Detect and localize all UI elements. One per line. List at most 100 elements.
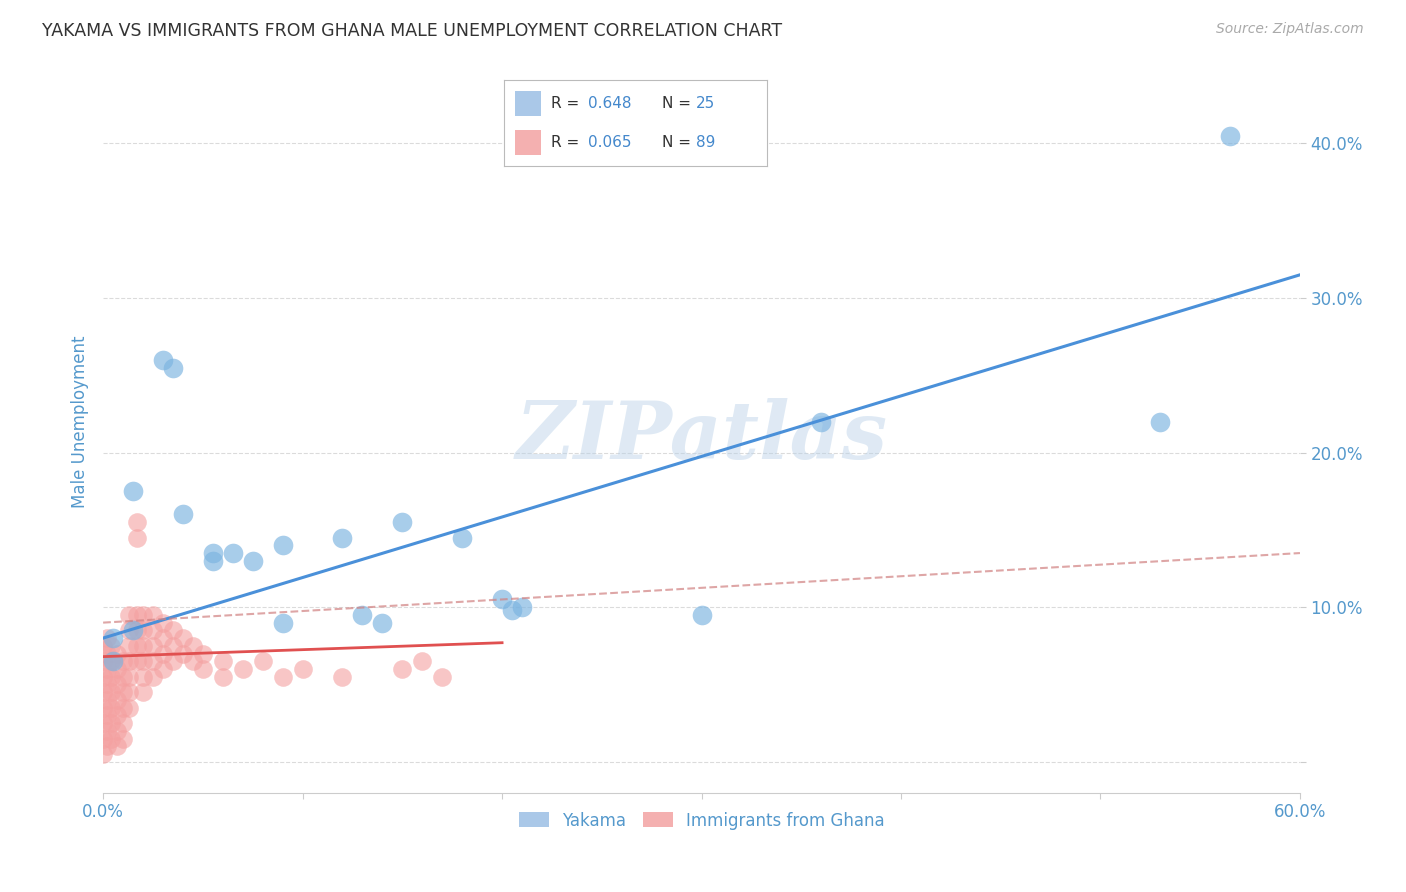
Point xyxy=(132,607,155,622)
Point xyxy=(201,546,224,560)
Point xyxy=(96,677,118,691)
Point xyxy=(411,654,433,668)
Point xyxy=(201,554,224,568)
Point xyxy=(142,607,165,622)
Point xyxy=(105,723,128,738)
Point xyxy=(172,631,194,645)
Text: ZIPatlas: ZIPatlas xyxy=(516,398,887,475)
Point xyxy=(105,677,128,691)
Point xyxy=(112,670,135,684)
Point xyxy=(172,647,194,661)
Point xyxy=(100,685,122,699)
Point xyxy=(291,662,314,676)
Point xyxy=(100,731,122,746)
Point xyxy=(118,700,141,714)
Point xyxy=(252,654,274,668)
Point xyxy=(132,654,155,668)
Point xyxy=(132,624,155,638)
Point xyxy=(118,654,141,668)
Point xyxy=(491,592,513,607)
Point xyxy=(391,662,413,676)
Point xyxy=(91,670,114,684)
Point xyxy=(112,731,135,746)
Point xyxy=(96,723,118,738)
Text: YAKAMA VS IMMIGRANTS FROM GHANA MALE UNEMPLOYMENT CORRELATION CHART: YAKAMA VS IMMIGRANTS FROM GHANA MALE UNE… xyxy=(42,22,782,40)
Point xyxy=(132,685,155,699)
Point xyxy=(100,716,122,731)
Point xyxy=(152,647,174,661)
Point xyxy=(181,639,204,653)
Point xyxy=(271,538,294,552)
Point xyxy=(91,700,114,714)
Point xyxy=(125,515,148,529)
Point xyxy=(162,624,184,638)
Point xyxy=(105,708,128,723)
Point xyxy=(271,615,294,630)
Point xyxy=(432,670,454,684)
Point xyxy=(122,484,145,499)
Point xyxy=(96,693,118,707)
Point xyxy=(105,693,128,707)
Point xyxy=(105,647,128,661)
Point xyxy=(125,639,148,653)
Point xyxy=(191,662,214,676)
Point xyxy=(101,631,124,645)
Point xyxy=(162,360,184,375)
Point xyxy=(162,639,184,653)
Point xyxy=(96,662,118,676)
Point xyxy=(391,515,413,529)
Y-axis label: Male Unemployment: Male Unemployment xyxy=(72,335,89,508)
Point xyxy=(125,607,148,622)
Point xyxy=(132,670,155,684)
Point xyxy=(352,607,374,622)
Point xyxy=(100,654,122,668)
Point xyxy=(1149,415,1171,429)
Point xyxy=(211,670,233,684)
Point xyxy=(810,415,832,429)
Point xyxy=(96,631,118,645)
Point xyxy=(152,631,174,645)
Point xyxy=(125,531,148,545)
Point xyxy=(451,531,474,545)
Point xyxy=(181,654,204,668)
Point xyxy=(96,708,118,723)
Point xyxy=(96,739,118,754)
Point xyxy=(222,546,245,560)
Point xyxy=(371,615,394,630)
Point xyxy=(152,662,174,676)
Point xyxy=(142,654,165,668)
Point xyxy=(142,639,165,653)
Point xyxy=(91,685,114,699)
Point xyxy=(162,654,184,668)
Point xyxy=(112,654,135,668)
Point xyxy=(232,662,254,676)
Point xyxy=(100,670,122,684)
Point xyxy=(118,670,141,684)
Point xyxy=(211,654,233,668)
Point xyxy=(172,508,194,522)
Point xyxy=(112,716,135,731)
Point xyxy=(1219,128,1241,143)
Point xyxy=(118,685,141,699)
Text: Source: ZipAtlas.com: Source: ZipAtlas.com xyxy=(1216,22,1364,37)
Legend: Yakama, Immigrants from Ghana: Yakama, Immigrants from Ghana xyxy=(512,805,891,837)
Point xyxy=(142,624,165,638)
Point xyxy=(118,624,141,638)
Point xyxy=(100,639,122,653)
Point xyxy=(118,639,141,653)
Point xyxy=(125,654,148,668)
Point xyxy=(91,654,114,668)
Point xyxy=(690,607,713,622)
Point xyxy=(242,554,264,568)
Point xyxy=(96,647,118,661)
Point xyxy=(105,662,128,676)
Point xyxy=(105,739,128,754)
Point xyxy=(91,639,114,653)
Point xyxy=(91,716,114,731)
Point xyxy=(101,654,124,668)
Point xyxy=(510,600,533,615)
Point xyxy=(191,647,214,661)
Point xyxy=(91,731,114,746)
Point xyxy=(332,670,354,684)
Point xyxy=(122,624,145,638)
